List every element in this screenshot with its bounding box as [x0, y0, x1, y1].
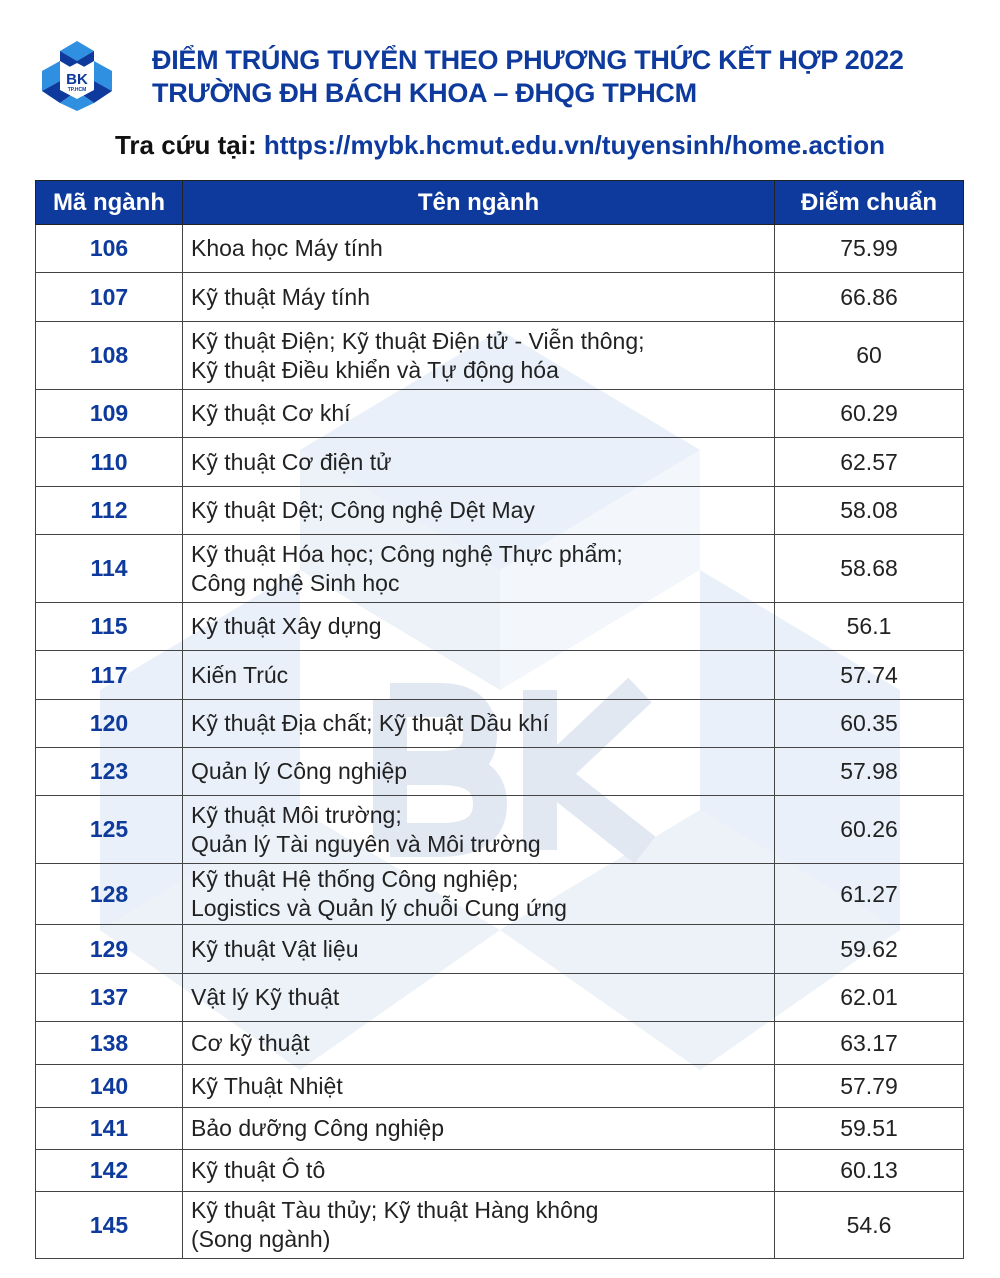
- code-cell: 125: [35, 795, 183, 864]
- table-row: 115 Kỹ thuật Xây dựng 56.1: [35, 602, 964, 651]
- name-cell: Kỹ thuật Hệ thống Công nghiệp; Logistics…: [182, 863, 775, 925]
- name-cell: Kỹ thuật Vật liệu: [182, 924, 775, 974]
- table-row: 108 Kỹ thuật Điện; Kỹ thuật Điện tử - Viễ…: [35, 321, 964, 390]
- name-cell: Kỹ thuật Dệt; Công nghệ Dệt May: [182, 486, 775, 535]
- table-row: 141 Bảo dưỡng Công nghiệp 59.51: [35, 1107, 964, 1150]
- score-cell: 60: [774, 321, 964, 390]
- code-cell: 106: [35, 224, 183, 273]
- table-header-row: Mã ngành Tên ngành Điểm chuẩn: [35, 180, 964, 225]
- score-cell: 62.01: [774, 973, 964, 1022]
- table-row: 112 Kỹ thuật Dệt; Công nghệ Dệt May 58.08: [35, 486, 964, 535]
- table-row: 120 Kỹ thuật Địa chất; Kỹ thuật Dầu khí 60…: [35, 699, 964, 748]
- lookup-label: Tra cứu tại:: [114, 130, 257, 160]
- score-cell: 57.79: [774, 1064, 964, 1108]
- table-row: 142 Kỹ thuật Ô tô 60.13: [35, 1149, 964, 1192]
- code-cell: 114: [35, 534, 183, 603]
- score-cell: 58.68: [774, 534, 964, 603]
- code-cell: 129: [35, 924, 183, 974]
- name-cell: Cơ kỹ thuật: [182, 1021, 775, 1065]
- table-row: 117 Kiến Trúc 57.74: [35, 650, 964, 700]
- code-cell: 141: [35, 1107, 183, 1150]
- name-cell: Vật lý Kỹ thuật: [182, 973, 775, 1022]
- name-cell: Kỹ thuật Tàu thủy; Kỹ thuật Hàng không (…: [182, 1191, 775, 1259]
- admission-scores-table: Mã ngành Tên ngành Điểm chuẩn 106 Khoa họ…: [35, 180, 964, 1259]
- name-cell: Kỹ thuật Máy tính: [182, 272, 775, 322]
- score-cell: 60.26: [774, 795, 964, 864]
- name-cell: Kỹ thuật Môi trường; Quản lý Tài nguyên …: [182, 795, 775, 864]
- code-cell: 142: [35, 1149, 183, 1192]
- code-cell: 115: [35, 602, 183, 651]
- score-cell: 66.86: [774, 272, 964, 322]
- logo-subtext: TP.HCM: [68, 87, 87, 93]
- score-cell: 57.98: [774, 747, 964, 796]
- table-row: 145 Kỹ thuật Tàu thủy; Kỹ thuật Hàng khôn…: [35, 1191, 964, 1259]
- code-cell: 117: [35, 650, 183, 700]
- col-header-score: Điểm chuẩn: [774, 180, 964, 225]
- name-cell: Kỹ thuật Cơ khí: [182, 389, 775, 438]
- bk-logo: BK TP.HCM: [42, 41, 112, 111]
- col-header-code: Mã ngành: [35, 180, 183, 225]
- score-cell: 61.27: [774, 863, 964, 925]
- score-cell: 59.51: [774, 1107, 964, 1150]
- table-row: 106 Khoa học Máy tính 75.99: [35, 224, 964, 273]
- table-row: 128 Kỹ thuật Hệ thống Công nghiệp; Logist…: [35, 863, 964, 925]
- code-cell: 145: [35, 1191, 183, 1259]
- name-cell: Kỹ Thuật Nhiệt: [182, 1064, 775, 1108]
- code-cell: 120: [35, 699, 183, 748]
- score-cell: 60.13: [774, 1149, 964, 1192]
- score-cell: 60.35: [774, 699, 964, 748]
- code-cell: 112: [35, 486, 183, 535]
- table-row: 129 Kỹ thuật Vật liệu 59.62: [35, 924, 964, 974]
- name-cell: Kỹ thuật Ô tô: [182, 1149, 775, 1192]
- name-cell: Kỹ thuật Cơ điện tử: [182, 437, 775, 487]
- lookup-line: Tra cứu tại: https://mybk.hcmut.edu.vn/t…: [0, 130, 1000, 161]
- code-cell: 140: [35, 1064, 183, 1108]
- name-cell: Kỹ thuật Điện; Kỹ thuật Điện tử - Viễn t…: [182, 321, 775, 390]
- code-cell: 107: [35, 272, 183, 322]
- code-cell: 109: [35, 389, 183, 438]
- score-cell: 58.08: [774, 486, 964, 535]
- logo-text: BK: [66, 71, 88, 88]
- col-header-name: Tên ngành: [182, 180, 775, 225]
- score-cell: 57.74: [774, 650, 964, 700]
- name-cell: Kỹ thuật Xây dựng: [182, 602, 775, 651]
- table-row: 140 Kỹ Thuật Nhiệt 57.79: [35, 1064, 964, 1108]
- score-cell: 60.29: [774, 389, 964, 438]
- name-cell: Kỹ thuật Hóa học; Công nghệ Thực phẩm; C…: [182, 534, 775, 603]
- table-row: 123 Quản lý Công nghiệp 57.98: [35, 747, 964, 796]
- title-line-1: ĐIỂM TRÚNG TUYỂN THEO PHƯƠNG THỨC KẾT HỢ…: [152, 45, 904, 75]
- table-row: 107 Kỹ thuật Máy tính 66.86: [35, 272, 964, 322]
- table-row: 125 Kỹ thuật Môi trường; Quản lý Tài nguy…: [35, 795, 964, 864]
- score-cell: 59.62: [774, 924, 964, 974]
- table-row: 138 Cơ kỹ thuật 63.17: [35, 1021, 964, 1065]
- title-line-2: TRƯỜNG ĐH BÁCH KHOA – ĐHQG TPHCM: [152, 78, 697, 108]
- table-row: 110 Kỹ thuật Cơ điện tử 62.57: [35, 437, 964, 487]
- code-cell: 137: [35, 973, 183, 1022]
- name-cell: Bảo dưỡng Công nghiệp: [182, 1107, 775, 1150]
- table-row: 114 Kỹ thuật Hóa học; Công nghệ Thực phẩm…: [35, 534, 964, 603]
- name-cell: Quản lý Công nghiệp: [182, 747, 775, 796]
- code-cell: 123: [35, 747, 183, 796]
- name-cell: Kiến Trúc: [182, 650, 775, 700]
- score-cell: 56.1: [774, 602, 964, 651]
- code-cell: 110: [35, 437, 183, 487]
- score-cell: 62.57: [774, 437, 964, 487]
- code-cell: 128: [35, 863, 183, 925]
- lookup-link[interactable]: https://mybk.hcmut.edu.vn/tuyensinh/home…: [263, 130, 886, 160]
- score-cell: 63.17: [774, 1021, 964, 1065]
- table-row: 137 Vật lý Kỹ thuật 62.01: [35, 973, 964, 1022]
- code-cell: 108: [35, 321, 183, 390]
- code-cell: 138: [35, 1021, 183, 1065]
- score-cell: 54.6: [774, 1191, 964, 1259]
- name-cell: Kỹ thuật Địa chất; Kỹ thuật Dầu khí: [182, 699, 775, 748]
- page-title: ĐIỂM TRÚNG TUYỂN THEO PHƯƠNG THỨC KẾT HỢ…: [152, 44, 904, 110]
- table-row: 109 Kỹ thuật Cơ khí 60.29: [35, 389, 964, 438]
- name-cell: Khoa học Máy tính: [182, 224, 775, 273]
- score-cell: 75.99: [774, 224, 964, 273]
